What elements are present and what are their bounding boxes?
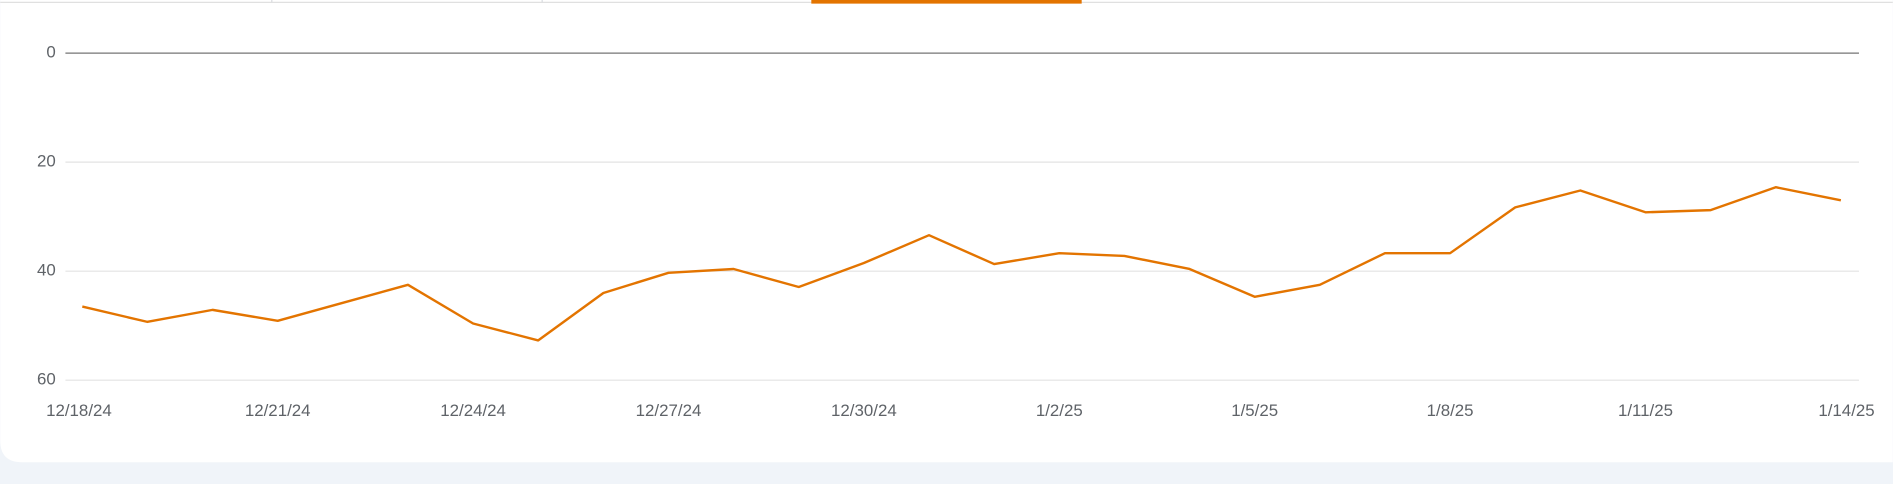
y-tick-label: 40 (37, 261, 56, 280)
x-tick-label: 12/21/24 (245, 401, 311, 420)
x-tick-label: 12/30/24 (831, 401, 897, 420)
y-tick-label: 0 (46, 43, 55, 62)
card-background (0, 0, 1893, 463)
x-tick-label: 12/24/24 (440, 401, 506, 420)
x-tick-label: 12/27/24 (636, 401, 702, 420)
x-tick-label: 1/11/25 (1618, 401, 1673, 420)
x-tick-label: 1/5/25 (1231, 401, 1278, 420)
x-tick-label: 1/8/25 (1427, 401, 1474, 420)
y-tick-label: 60 (37, 370, 56, 389)
line-series (82, 186, 1842, 342)
plot: 0 20 40 60 12/18/24 12/21/24 12/24/24 12/27/24 1… (37, 43, 1875, 420)
x-tick-label: 1/2/25 (1036, 401, 1083, 420)
x-tick-label: 12/18/24 (46, 401, 112, 420)
selected-tab-indicator[interactable] (811, 0, 1082, 4)
y-tick-label: 20 (37, 152, 56, 171)
x-tick-label: 1/14/25 (1818, 401, 1874, 420)
